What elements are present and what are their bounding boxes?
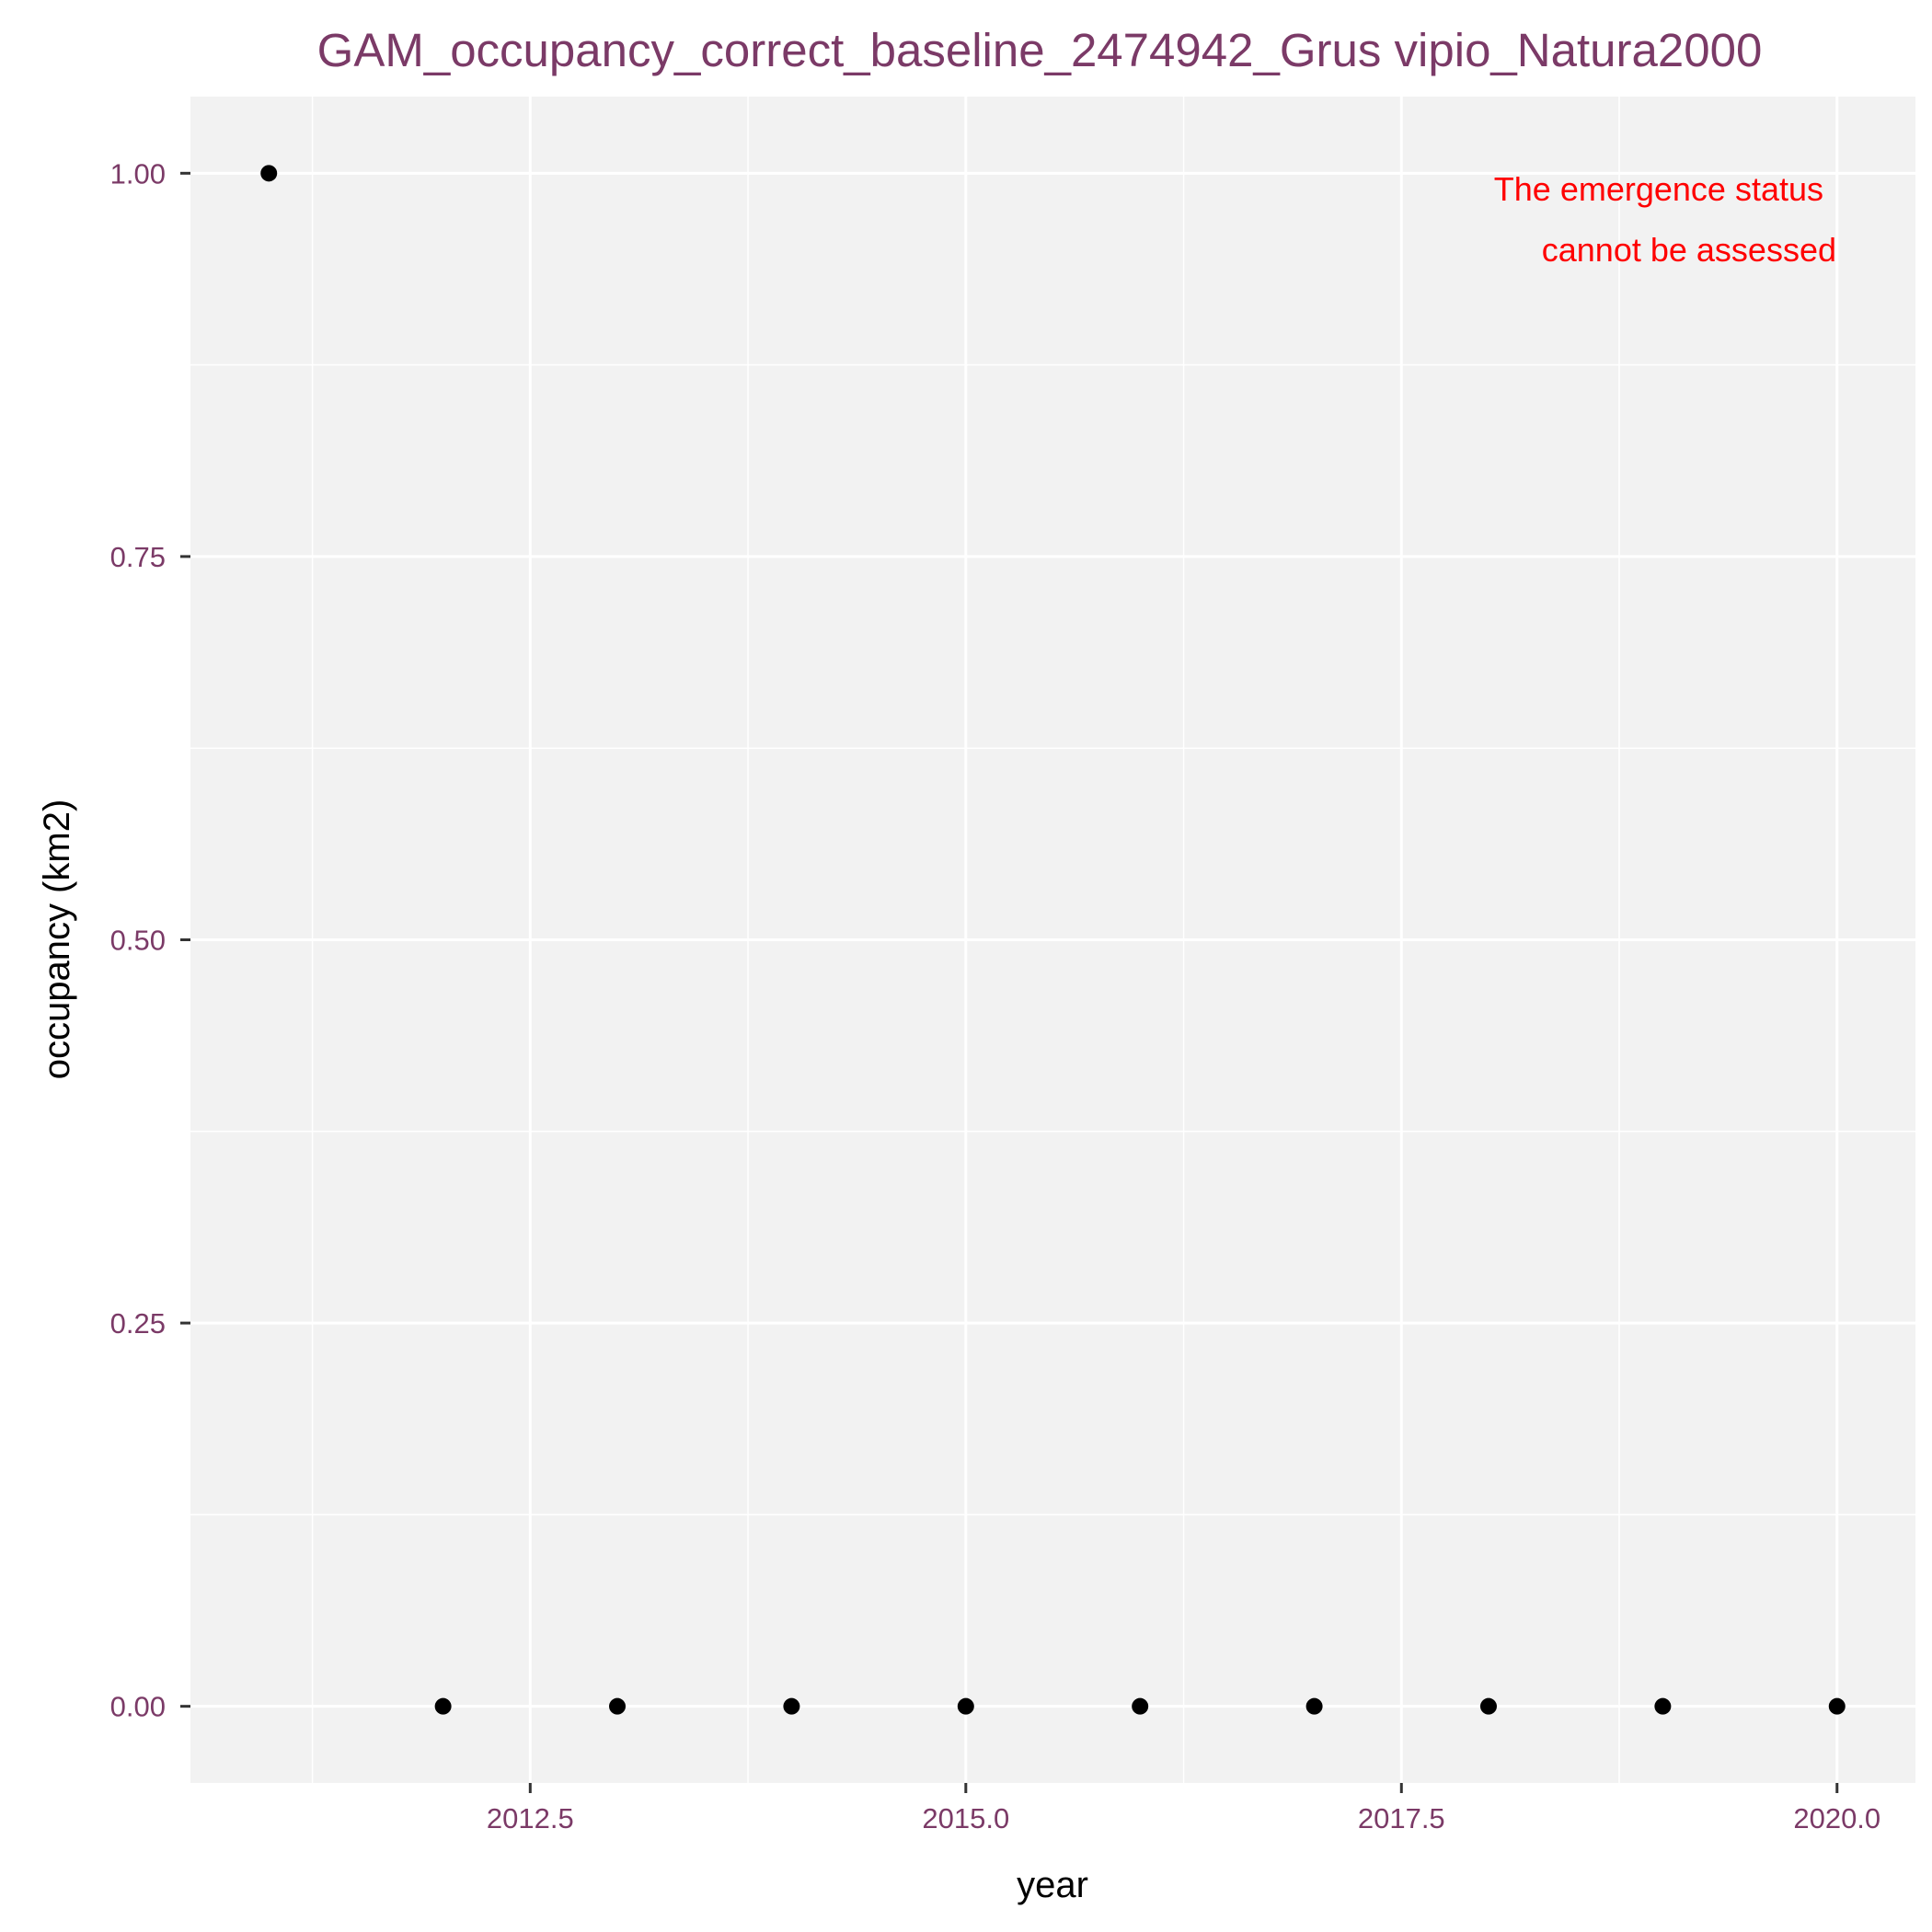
y-tick-label: 0.25 (110, 1307, 166, 1340)
y-axis: 0.00 0.25 0.50 0.75 1.00 (110, 157, 190, 1723)
data-point (1132, 1697, 1149, 1715)
x-axis: 2012.5 2015.0 2017.5 2020.0 (487, 1783, 1880, 1834)
data-point (1654, 1697, 1672, 1715)
data-point (609, 1697, 627, 1715)
data-points (260, 165, 1846, 1715)
x-tick-label: 2017.5 (1358, 1802, 1445, 1834)
x-tick-label: 2012.5 (487, 1802, 574, 1834)
data-point (957, 1697, 974, 1715)
grid-lines (190, 97, 1915, 1783)
annotation-line-1: The emergence status (1494, 170, 1823, 208)
y-tick-label: 0.75 (110, 541, 166, 573)
data-point (1479, 1697, 1497, 1715)
x-tick-label: 2015.0 (922, 1802, 1009, 1834)
data-point (1305, 1697, 1323, 1715)
y-tick-label: 0.50 (110, 925, 166, 957)
data-point (1828, 1697, 1846, 1715)
data-point (260, 165, 278, 182)
y-axis-title: occupancy (km2) (37, 799, 77, 1080)
data-point (434, 1697, 452, 1715)
chart-title: GAM_occupancy_correct_baseline_2474942_G… (317, 24, 1763, 76)
x-tick-label: 2020.0 (1793, 1802, 1880, 1834)
data-point (783, 1697, 800, 1715)
annotation-line-2: cannot be assessed (1542, 231, 1836, 269)
y-tick-label: 1.00 (110, 157, 166, 190)
y-tick-label: 0.00 (110, 1691, 166, 1723)
x-axis-title: year (1017, 1865, 1088, 1905)
